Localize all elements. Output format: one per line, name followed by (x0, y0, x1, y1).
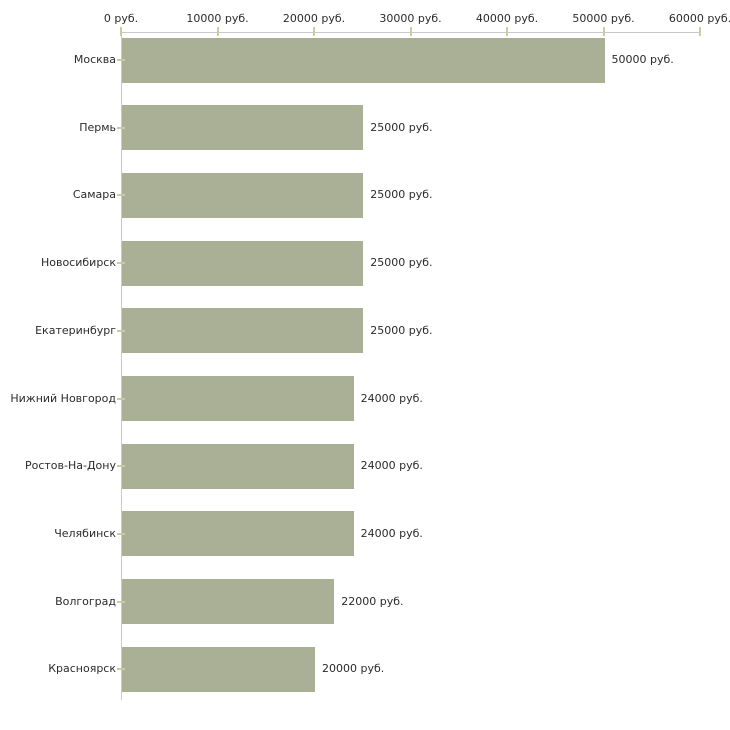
category-label: Челябинск (54, 526, 116, 540)
category-label: Пермь (79, 120, 116, 134)
y-axis-tick (117, 668, 125, 671)
bar (122, 308, 364, 354)
x-axis-tick (409, 27, 412, 36)
category-label: Нижний Новгород (10, 391, 116, 405)
y-axis-tick (117, 397, 125, 400)
y-axis-tick (117, 126, 125, 129)
x-axis-tick (699, 27, 701, 36)
x-axis-tick (120, 27, 122, 36)
x-axis-tick-label: 0 руб. (103, 12, 139, 25)
bar-value-label: 25000 руб. (370, 120, 433, 134)
bar (122, 646, 315, 692)
bar-value-label: 25000 руб. (370, 256, 433, 270)
bar-value-label: 24000 руб. (360, 391, 423, 405)
bar-value-label: 20000 руб. (322, 662, 385, 676)
x-axis-tick (602, 27, 605, 36)
bar (122, 511, 354, 557)
bar-value-label: 25000 руб. (370, 323, 433, 337)
y-axis-tick (117, 465, 125, 468)
bar (122, 172, 364, 218)
x-axis-tick-label: 20000 руб. (282, 12, 346, 25)
bar (122, 443, 354, 489)
x-axis-tick-label: 50000 руб. (572, 12, 635, 25)
bar-value-label: 24000 руб. (360, 526, 423, 540)
x-axis-tick-label: 30000 руб. (379, 12, 442, 25)
x-axis-tick-label: 10000 руб. (186, 12, 249, 25)
category-label: Москва (73, 53, 116, 66)
bar-value-label: 50000 руб. (611, 53, 674, 66)
category-label: Волгоград (55, 594, 116, 608)
category-label: Красноярск (48, 662, 116, 676)
x-axis-tick-label: 60000 руб. (668, 12, 730, 25)
bar (122, 240, 364, 286)
category-label: Новосибирск (40, 256, 116, 270)
x-axis-tick (216, 27, 219, 36)
bar (122, 105, 364, 151)
bar-value-label: 24000 руб. (360, 459, 423, 473)
bar (122, 376, 354, 421)
y-axis-tick (117, 194, 125, 197)
category-label: Екатеринбург (35, 323, 116, 337)
bar-value-label: 22000 руб. (341, 594, 404, 608)
category-label: Ростов-На-Дону (24, 459, 116, 473)
bar-value-label: 25000 руб. (370, 188, 433, 202)
y-axis-tick (117, 329, 125, 332)
x-axis-tick-label: 40000 руб. (475, 12, 539, 25)
y-axis-tick (117, 262, 125, 265)
x-axis-tick (506, 27, 508, 36)
y-axis-tick (117, 600, 125, 603)
bar (122, 37, 605, 83)
y-axis-tick (117, 59, 125, 61)
category-label: Самара (72, 188, 116, 202)
x-axis-tick (313, 27, 315, 36)
y-axis-tick (117, 532, 125, 535)
bar (122, 579, 335, 625)
y-axis-line (121, 32, 122, 700)
